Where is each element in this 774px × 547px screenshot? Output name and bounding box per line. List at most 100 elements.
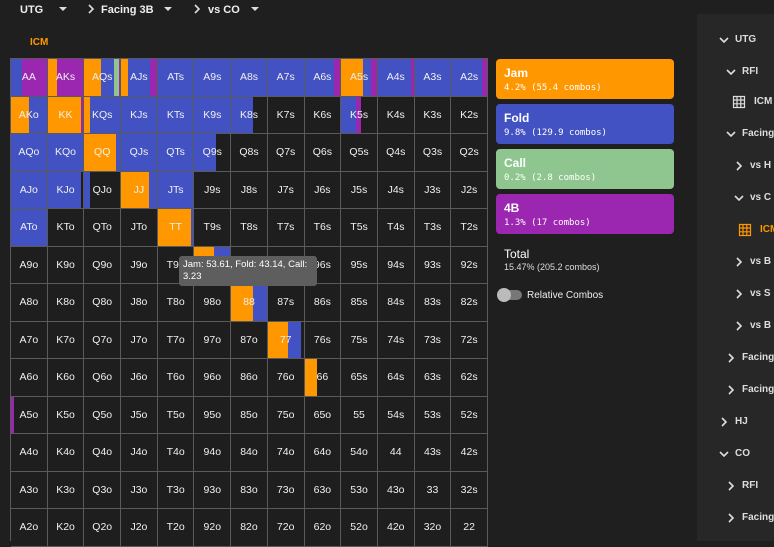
hand-cell[interactable]: A4s [377,59,415,97]
hand-cell[interactable]: K9s [194,96,232,134]
hand-cell[interactable]: 62s [451,359,488,397]
hand-cell[interactable]: J2s [451,171,488,209]
hand-cell[interactable]: AKo [11,96,48,134]
hand-cell[interactable]: T8s [231,209,268,247]
hand-cell[interactable]: 75s [341,321,378,359]
hand-cell[interactable]: Q5o [84,396,122,434]
tree-item[interactable]: RFI [742,66,759,77]
hand-cell[interactable]: J6o [121,359,158,397]
hand-cell[interactable]: Q2s [451,134,488,172]
hand-cell[interactable]: 82s [451,284,488,322]
hand-cell[interactable]: K6o [47,359,85,397]
tree-item[interactable]: Facing [742,512,774,523]
hand-cell[interactable]: A9o [11,246,48,284]
hand-cell[interactable]: K7s [267,96,305,134]
hand-cell[interactable]: KJo [47,171,85,209]
hand-cell[interactable]: 92s [451,246,488,284]
toggle-label[interactable]: Relative Combos [527,290,604,301]
hand-cell[interactable]: TT [157,209,195,247]
hand-cell[interactable]: A3s [414,59,452,97]
hand-cell[interactable]: K8s [231,96,268,134]
hand-cell[interactable]: A2s [451,59,488,97]
hand-cell[interactable]: 95s [341,246,378,284]
hand-cell[interactable]: A2o [11,509,48,547]
action-card[interactable]: 4B 1.3% (17 combos) [496,194,674,234]
hand-cell[interactable]: J5s [341,171,378,209]
tree-item[interactable]: vs B [750,320,772,331]
hand-cell[interactable]: 83o [231,471,268,509]
hand-cell[interactable]: T5s [341,209,378,247]
hand-cell[interactable]: A5o [11,396,48,434]
hand-cell[interactable]: Q5s [341,134,378,172]
hand-cell[interactable]: 43o [377,471,415,509]
tree-item[interactable]: CO [735,448,750,459]
hand-cell[interactable]: A9s [194,59,232,97]
hand-cell[interactable]: AA [11,59,48,97]
hand-cell[interactable]: K2o [47,509,85,547]
tree-item[interactable]: Facing [742,352,774,363]
chevron[interactable] [732,191,746,205]
hand-cell[interactable]: T5o [157,396,195,434]
hand-cell[interactable]: 98o [194,284,232,322]
tree-item[interactable]: HJ [735,416,748,427]
hand-cell[interactable]: KQs [84,96,122,134]
hand-cell[interactable]: 92o [194,509,232,547]
hand-cell[interactable]: 77 [267,321,305,359]
hand-cell[interactable]: 65s [341,359,378,397]
hand-cell[interactable]: 95o [194,396,232,434]
hand-cell[interactable]: A3o [11,471,48,509]
hand-cell[interactable]: J4s [377,171,415,209]
hand-cell[interactable]: JTo [121,209,158,247]
hand-cell[interactable]: 73o [267,471,305,509]
tree-item[interactable]: vs H [750,160,772,171]
tree-item[interactable]: vs C [750,192,772,203]
hand-cell[interactable]: AKs [47,59,85,97]
hand-cell[interactable]: K8o [47,284,85,322]
hand-cell[interactable]: 85o [231,396,268,434]
tree-item[interactable]: vs B [750,256,772,267]
hand-cell[interactable]: 93s [414,246,452,284]
hand-cell[interactable]: ATs [157,59,195,97]
hand-cell[interactable]: 97o [194,321,232,359]
hand-cell[interactable]: 86o [231,359,268,397]
tree-item[interactable]: Facing [742,128,774,139]
hand-cell[interactable]: 94s [377,246,415,284]
hand-cell[interactable]: 43s [414,434,452,472]
hand-cell[interactable]: 54o [341,434,378,472]
hand-cell[interactable]: 84o [231,434,268,472]
hand-cell[interactable]: 87o [231,321,268,359]
hand-cell[interactable]: T3s [414,209,452,247]
hand-cell[interactable]: T7s [267,209,305,247]
hand-cell[interactable]: K3o [47,471,85,509]
hand-cell[interactable]: QJs [121,134,158,172]
chevron[interactable] [724,479,738,493]
chevron[interactable] [717,447,731,461]
hand-cell[interactable]: T2s [451,209,488,247]
hand-cell[interactable]: T4s [377,209,415,247]
tab[interactable]: ICM [30,37,49,48]
hand-cell[interactable]: J3s [414,171,452,209]
chevron[interactable] [732,255,746,269]
hand-cell[interactable]: Q7s [267,134,305,172]
hand-cell[interactable]: A5s [341,59,378,97]
hand-cell[interactable]: K4s [377,96,415,134]
hand-cell[interactable]: 88 [231,284,268,322]
chevron[interactable] [717,33,731,47]
hand-cell[interactable]: J3o [121,471,158,509]
hand-cell[interactable]: K4o [47,434,85,472]
hand-cell[interactable]: 74s [377,321,415,359]
hand-cell[interactable]: T6s [304,209,342,247]
hand-cell[interactable]: KTs [157,96,195,134]
hand-cell[interactable]: Q4o [84,434,122,472]
hand-cell[interactable]: 22 [451,509,488,547]
hand-cell[interactable]: A6o [11,359,48,397]
chevron[interactable] [724,351,738,365]
hand-cell[interactable]: 32s [451,471,488,509]
hand-cell[interactable]: KTo [47,209,85,247]
hand-cell[interactable]: 42o [377,509,415,547]
hand-cell[interactable]: A6s [304,59,342,97]
hand-cell[interactable]: 66 [304,359,342,397]
hand-cell[interactable]: 65o [304,396,342,434]
hand-cell[interactable]: 52o [341,509,378,547]
hand-cell[interactable]: K6s [304,96,342,134]
